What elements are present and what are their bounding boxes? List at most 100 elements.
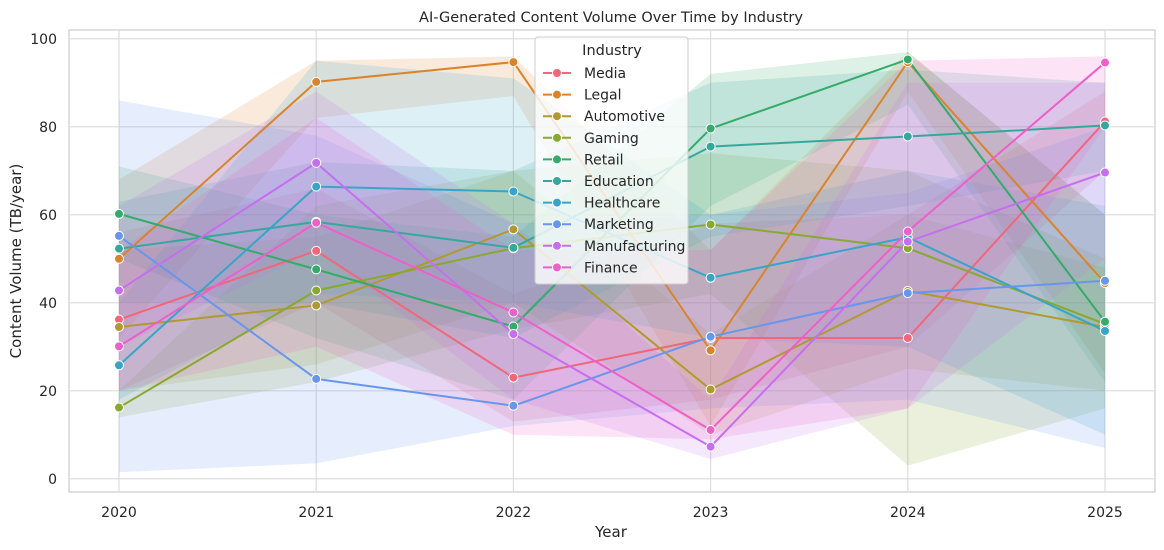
- legend-label: Retail: [584, 152, 624, 168]
- legend-item-finance: Finance: [543, 260, 638, 276]
- data-point-marketing: [902, 288, 913, 299]
- data-point-automotive: [311, 300, 322, 311]
- data-point-healthcare: [311, 181, 322, 192]
- confidence-band-manufacturing: [119, 82, 1105, 460]
- legend-marker-automotive: [552, 111, 562, 122]
- legend-marker-media: [552, 68, 562, 78]
- series-line-finance: [118, 61, 1106, 431]
- data-point-finance: [311, 217, 322, 228]
- data-point-media: [311, 245, 322, 256]
- y-tick-label: 40: [39, 296, 57, 312]
- data-point-legal: [311, 76, 322, 87]
- x-tick-label: 2021: [298, 505, 334, 521]
- legend-marker-legal: [552, 89, 562, 100]
- legend-label: Healthcare: [584, 196, 660, 212]
- data-point-education: [1100, 120, 1110, 131]
- legend-item-manufacturing: Manufacturing: [543, 239, 685, 255]
- legend-item-gaming: Gaming: [543, 131, 639, 147]
- data-point-marketing: [114, 230, 124, 241]
- series-line-manufacturing: [118, 161, 1106, 448]
- legend-label: Finance: [584, 260, 638, 276]
- legend-marker-manufacturing: [552, 240, 562, 251]
- data-point-marketing: [311, 373, 322, 384]
- data-point-healthcare: [1100, 325, 1110, 336]
- data-point-healthcare: [114, 360, 124, 371]
- x-tick-label: 2023: [693, 505, 729, 521]
- data-point-gaming: [114, 402, 124, 413]
- data-point-marketing: [1100, 275, 1110, 286]
- data-point-retail: [902, 54, 913, 65]
- legend-label: Automotive: [584, 109, 665, 125]
- legend-item-automotive: Automotive: [543, 109, 665, 125]
- data-point-gaming: [311, 285, 322, 296]
- y-tick-label: 20: [39, 384, 57, 400]
- legend-marker-retail: [552, 154, 562, 165]
- legend-label: Legal: [584, 88, 622, 104]
- legend-item-legal: Legal: [543, 88, 622, 104]
- data-point-healthcare: [705, 272, 716, 283]
- legend-marker-healthcare: [552, 197, 562, 208]
- data-point-marketing: [508, 400, 519, 411]
- data-point-automotive: [114, 322, 124, 332]
- data-point-media: [902, 333, 913, 343]
- legend-items: Media Legal Automotive Gaming Retail Educatio…: [543, 66, 685, 276]
- data-point-retail: [311, 264, 322, 275]
- data-point-legal: [508, 57, 519, 68]
- data-point-manufacturing: [1100, 167, 1110, 178]
- data-point-education: [114, 243, 124, 254]
- data-point-automotive: [508, 224, 519, 235]
- y-tick-label: 100: [30, 32, 57, 48]
- x-tick-labels: 2020 2021 2022 2023 2024 2025: [101, 505, 1123, 521]
- data-point-finance: [902, 226, 913, 237]
- legend-label: Education: [584, 174, 654, 190]
- data-point-automotive: [705, 384, 716, 395]
- data-point-education: [705, 141, 716, 152]
- data-point-legal: [705, 345, 716, 356]
- x-axis-title: Year: [594, 523, 628, 541]
- data-point-finance: [705, 424, 716, 435]
- legend-marker-gaming: [552, 132, 562, 143]
- y-tick-label: 80: [39, 120, 57, 136]
- data-point-education: [508, 242, 519, 253]
- x-tick-label: 2020: [101, 505, 137, 521]
- data-point-finance: [1100, 57, 1110, 68]
- data-point-manufacturing: [311, 157, 322, 168]
- x-tick-label: 2022: [496, 505, 532, 521]
- legend-item-education: Education: [543, 174, 654, 190]
- legend-label: Media: [584, 66, 626, 82]
- data-point-legal: [114, 253, 124, 264]
- y-tick-label: 0: [48, 472, 57, 488]
- data-point-finance: [508, 307, 519, 318]
- confidence-band-finance: [119, 56, 1105, 440]
- legend-frame: [534, 36, 689, 285]
- data-point-retail: [114, 208, 124, 219]
- data-point-retail: [705, 123, 716, 134]
- data-point-manufacturing: [508, 329, 519, 340]
- data-point-media: [508, 372, 519, 383]
- legend-label: Gaming: [584, 131, 639, 147]
- legend-marker-finance: [552, 262, 562, 273]
- series-line-media: [118, 120, 1106, 379]
- data-point-manufacturing: [114, 285, 124, 296]
- legend-title: Industry: [582, 43, 642, 59]
- series-markers: [114, 54, 1110, 452]
- data-point-gaming: [705, 219, 716, 230]
- confidence-band-marketing: [119, 100, 1105, 473]
- data-point-marketing: [705, 331, 716, 342]
- x-tick-label: 2024: [890, 505, 926, 521]
- confidence-band-automotive: [119, 170, 1105, 435]
- chart-title: AI-Generated Content Volume Over Time by…: [419, 10, 803, 26]
- y-tick-label: 60: [39, 208, 57, 224]
- data-point-manufacturing: [902, 236, 913, 247]
- legend-marker-education: [552, 176, 562, 186]
- legend-item-retail: Retail: [543, 152, 624, 168]
- legend-item-marketing: Marketing: [543, 217, 654, 233]
- legend-label: Marketing: [584, 217, 654, 233]
- data-point-retail: [1100, 316, 1110, 327]
- y-axis-title: Content Volume (TB/year): [7, 164, 25, 359]
- data-point-education: [902, 131, 913, 142]
- legend-label: Manufacturing: [584, 239, 685, 255]
- legend-item-healthcare: Healthcare: [543, 196, 660, 212]
- data-point-healthcare: [508, 186, 519, 197]
